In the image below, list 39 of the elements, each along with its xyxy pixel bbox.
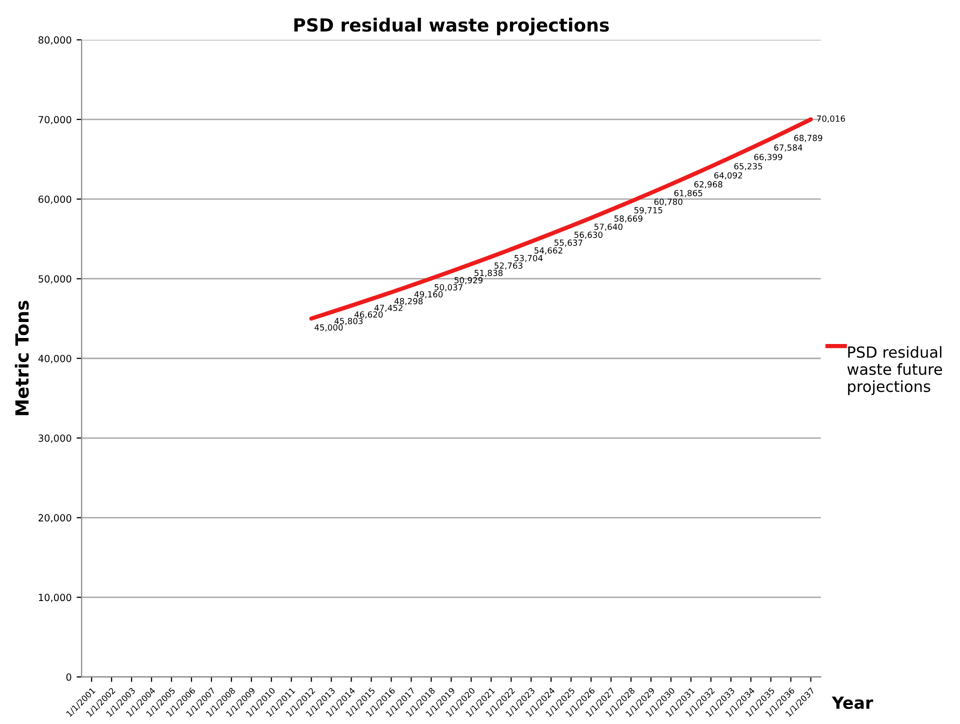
data-label: 50,037 bbox=[434, 284, 462, 292]
data-label: 52,763 bbox=[494, 262, 522, 270]
data-label: 57,640 bbox=[594, 224, 622, 231]
y-tick-label: 80,000 bbox=[38, 36, 72, 45]
data-label: 45,803 bbox=[334, 318, 363, 326]
y-tick-label: 10,000 bbox=[38, 594, 72, 602]
data-label: 56,630 bbox=[574, 232, 602, 239]
y-tick-label: 70,000 bbox=[38, 116, 72, 124]
y-tick-label: 30,000 bbox=[38, 434, 72, 443]
data-label: 51,838 bbox=[474, 270, 503, 277]
data-label: 54,662 bbox=[534, 247, 562, 254]
chart-title: PSD residual waste projections bbox=[294, 18, 609, 36]
data-label: 48,298 bbox=[394, 298, 423, 306]
x-axis-title: Year bbox=[832, 696, 874, 709]
data-label: 65,235 bbox=[734, 163, 762, 170]
data-label: 50,929 bbox=[454, 277, 483, 284]
legend-label: PSD residual waste future projections bbox=[847, 346, 942, 396]
data-label: 64,092 bbox=[714, 172, 742, 180]
data-label: 55,637 bbox=[554, 240, 582, 247]
y-tick-label: 50,000 bbox=[38, 275, 72, 284]
y-tick-label: 60,000 bbox=[38, 196, 72, 204]
data-label: 66,399 bbox=[754, 154, 782, 161]
data-label: 70,016 bbox=[817, 115, 845, 123]
data-label: 46,620 bbox=[354, 311, 383, 319]
y-axis-title: Metric Tons bbox=[14, 300, 29, 416]
y-tick-label: 0 bbox=[66, 673, 72, 681]
y-tick-label: 40,000 bbox=[38, 354, 72, 364]
data-label: 53,704 bbox=[514, 254, 543, 262]
data-label: 68,789 bbox=[794, 134, 822, 142]
data-label: 67,584 bbox=[774, 144, 802, 152]
data-label: 45,000 bbox=[314, 324, 343, 332]
data-label: 59,715 bbox=[634, 207, 662, 214]
data-label: 62,968 bbox=[694, 181, 722, 188]
data-label: 60,780 bbox=[654, 198, 682, 206]
data-label: 58,669 bbox=[614, 215, 642, 223]
data-label: 61,865 bbox=[674, 190, 702, 198]
data-label: 47,452 bbox=[374, 304, 402, 312]
data-label: 49,160 bbox=[414, 291, 443, 298]
y-tick-label: 20,000 bbox=[38, 514, 72, 522]
